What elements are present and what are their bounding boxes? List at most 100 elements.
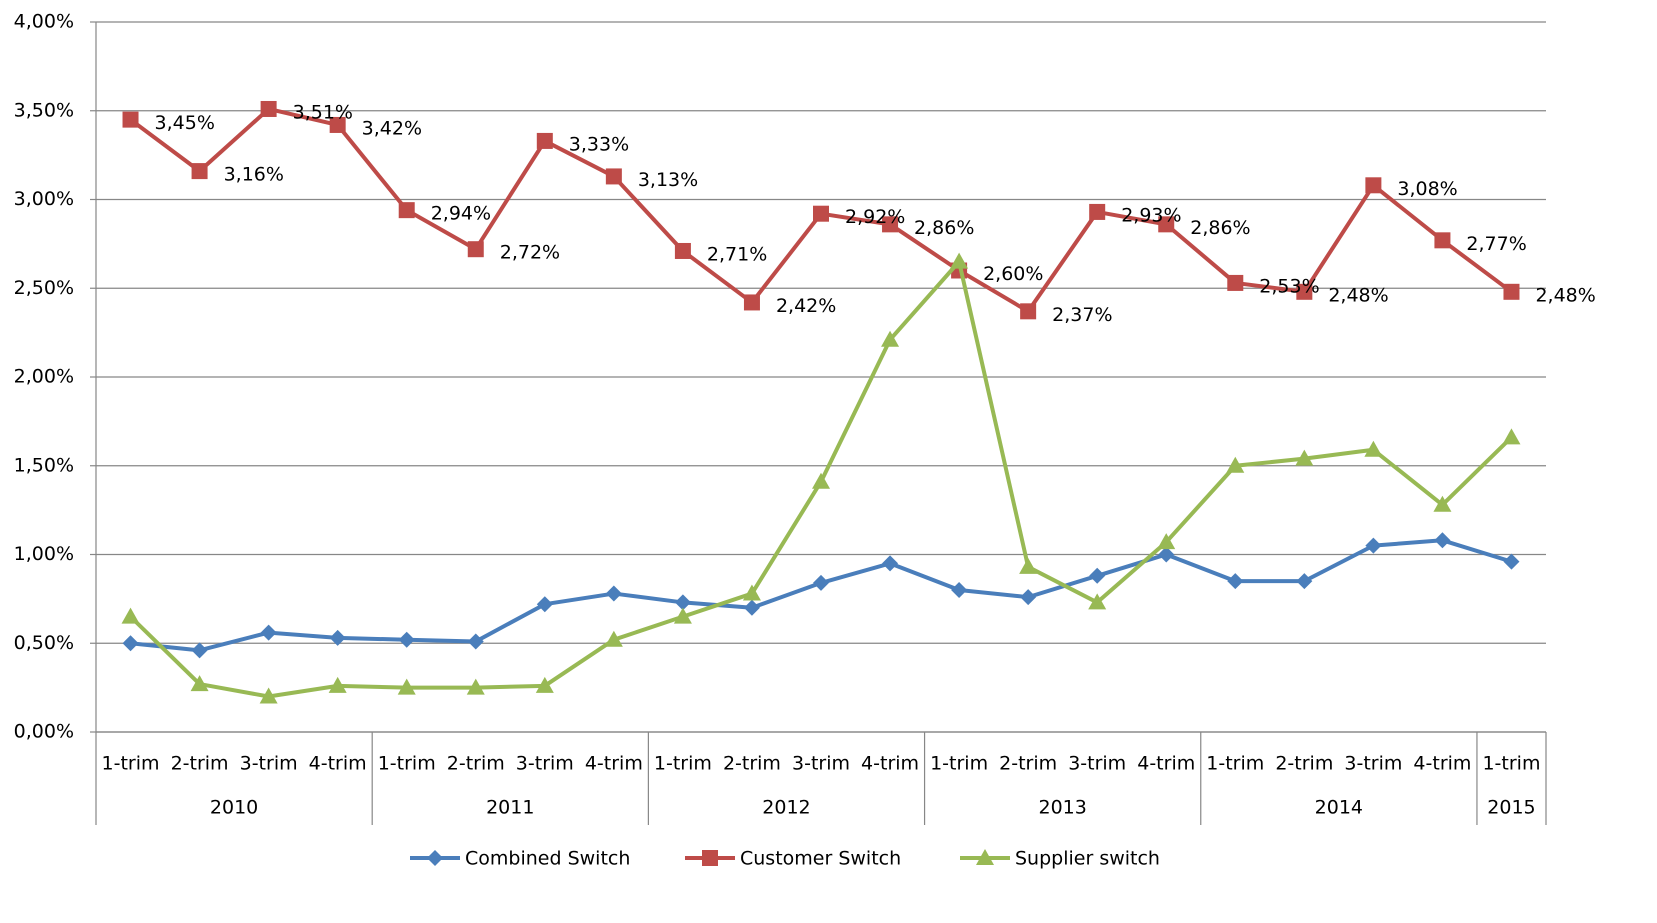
x-tick-label: 3-trim (240, 753, 298, 775)
data-label: 3,45% (155, 112, 215, 134)
legend-label: Supplier switch (1015, 848, 1160, 870)
data-label: 2,92% (845, 206, 905, 228)
data-point (466, 678, 485, 695)
x-tick-label: 4-trim (309, 753, 367, 775)
data-point (605, 168, 622, 185)
data-point (191, 163, 208, 180)
data-label: 3,42% (362, 117, 422, 139)
data-point (812, 472, 830, 489)
data-point (1089, 203, 1106, 220)
x-group-label: 2013 (1038, 797, 1086, 819)
data-point (1433, 495, 1452, 512)
data-point (260, 100, 277, 117)
x-tick-label: 4-trim (585, 753, 643, 775)
data-point (1020, 589, 1037, 606)
data-point (329, 116, 346, 133)
data-point (121, 607, 140, 624)
data-point (743, 599, 760, 616)
y-tick-label: 0,00% (14, 721, 74, 743)
x-group-label: 2015 (1487, 797, 1535, 819)
data-label: 2,48% (1535, 284, 1595, 306)
legend-marker (702, 850, 718, 866)
data-point (1158, 216, 1175, 233)
data-point (1434, 232, 1451, 249)
data-point (1157, 533, 1176, 550)
y-tick-label: 4,00% (14, 11, 74, 33)
data-point (1227, 573, 1244, 590)
data-point (329, 629, 346, 646)
data-point (1088, 593, 1107, 610)
data-point (260, 624, 277, 641)
x-tick-label: 2-trim (447, 753, 505, 775)
data-point (1296, 283, 1313, 300)
data-point (1503, 553, 1520, 570)
data-point (190, 675, 209, 692)
x-tick-label: 1-trim (930, 753, 988, 775)
data-point (1020, 303, 1037, 320)
data-label: 2,77% (1466, 233, 1526, 255)
data-label: 3,08% (1397, 178, 1457, 200)
data-label: 2,71% (707, 243, 767, 265)
data-point (1226, 456, 1245, 473)
data-point (950, 252, 969, 269)
legend-label: Customer Switch (740, 848, 901, 870)
data-point (813, 205, 829, 222)
data-point (1296, 573, 1313, 590)
x-tick-label: 2-trim (171, 753, 229, 775)
x-tick-label: 3-trim (516, 753, 574, 775)
data-label: 2,72% (500, 242, 560, 264)
x-tick-label: 4-trim (1137, 753, 1195, 775)
data-label: 2,53% (1259, 275, 1319, 297)
x-tick-label: 4-trim (861, 753, 919, 775)
data-label: 2,93% (1121, 204, 1181, 226)
x-tick-label: 1-trim (378, 753, 436, 775)
data-point (536, 596, 553, 613)
data-point (743, 294, 760, 311)
data-point (467, 241, 484, 258)
y-tick-label: 3,00% (14, 188, 74, 210)
data-label: 3,13% (638, 169, 698, 191)
data-point (535, 676, 554, 693)
data-point (882, 216, 899, 233)
data-label: 2,86% (1190, 217, 1250, 239)
data-point (673, 607, 692, 624)
data-point (882, 555, 899, 572)
x-group-label: 2010 (210, 797, 258, 819)
data-point (1295, 449, 1314, 466)
x-tick-label: 1-trim (1482, 753, 1540, 775)
data-point (122, 635, 139, 652)
data-point (951, 582, 968, 598)
data-point (536, 132, 553, 149)
y-tick-label: 0,50% (14, 632, 74, 654)
y-tick-label: 2,00% (14, 366, 74, 388)
data-point (467, 633, 484, 650)
data-point (397, 678, 416, 695)
data-point (742, 584, 761, 601)
data-label: 2,60% (983, 263, 1043, 285)
data-point (398, 202, 415, 219)
x-tick-label: 3-trim (1344, 753, 1402, 775)
data-label: 3,51% (293, 101, 353, 123)
data-point (881, 330, 900, 347)
data-point (122, 111, 139, 128)
x-tick-label: 2-trim (723, 753, 781, 775)
x-group-label: 2011 (486, 797, 534, 819)
data-point (1503, 283, 1520, 300)
data-label: 2,94% (431, 203, 491, 225)
data-label: 2,42% (776, 295, 836, 317)
data-label: 3,16% (224, 164, 284, 186)
x-tick-label: 2-trim (999, 753, 1057, 775)
x-tick-label: 1-trim (102, 753, 160, 775)
legend-marker (427, 850, 443, 866)
data-point (191, 642, 208, 659)
x-group-label: 2014 (1315, 797, 1363, 819)
data-point (398, 631, 415, 648)
y-tick-label: 3,50% (14, 99, 74, 121)
data-point (604, 630, 623, 647)
legend-label: Combined Switch (465, 848, 630, 870)
data-point (1364, 440, 1383, 457)
data-point (259, 687, 278, 704)
data-point (674, 242, 691, 259)
x-group-label: 2012 (762, 797, 810, 819)
x-tick-label: 4-trim (1413, 753, 1471, 775)
